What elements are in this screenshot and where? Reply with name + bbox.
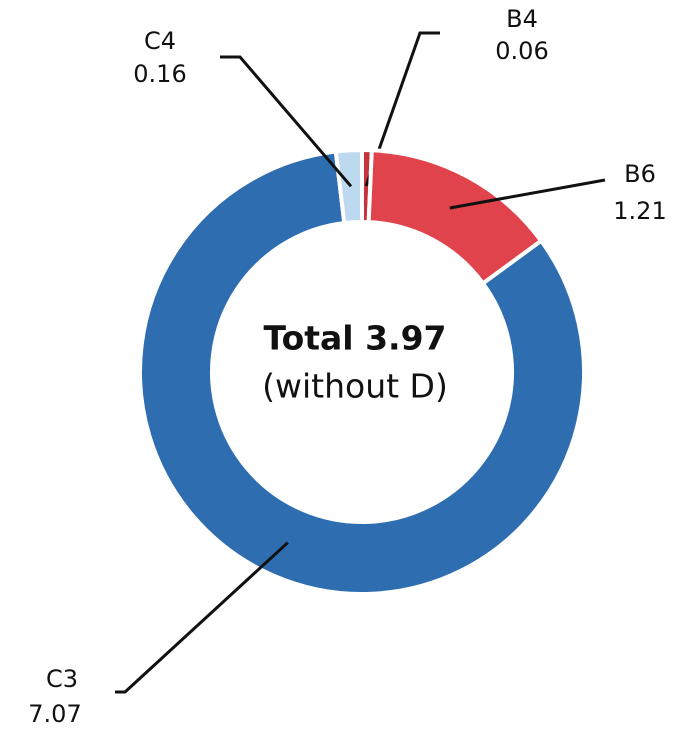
slice-value: 0.06	[495, 37, 548, 65]
slice-value: 1.21	[613, 197, 666, 225]
center-subtitle: (without D)	[262, 367, 448, 406]
donut-slice	[138, 149, 586, 596]
leader-line	[220, 55, 353, 188]
slice-label: C4	[144, 27, 176, 55]
slice-value: 0.16	[133, 60, 186, 88]
leader-line	[115, 541, 289, 694]
center-title: Total 3.97	[263, 319, 446, 358]
slice-label: B4	[506, 5, 538, 33]
slice-label: B6	[624, 160, 656, 188]
donut-slice	[333, 147, 364, 226]
slice-value: 7.07	[28, 700, 81, 728]
leader-line	[449, 178, 606, 210]
leader-line	[364, 31, 440, 187]
slice-label: C3	[46, 665, 78, 693]
